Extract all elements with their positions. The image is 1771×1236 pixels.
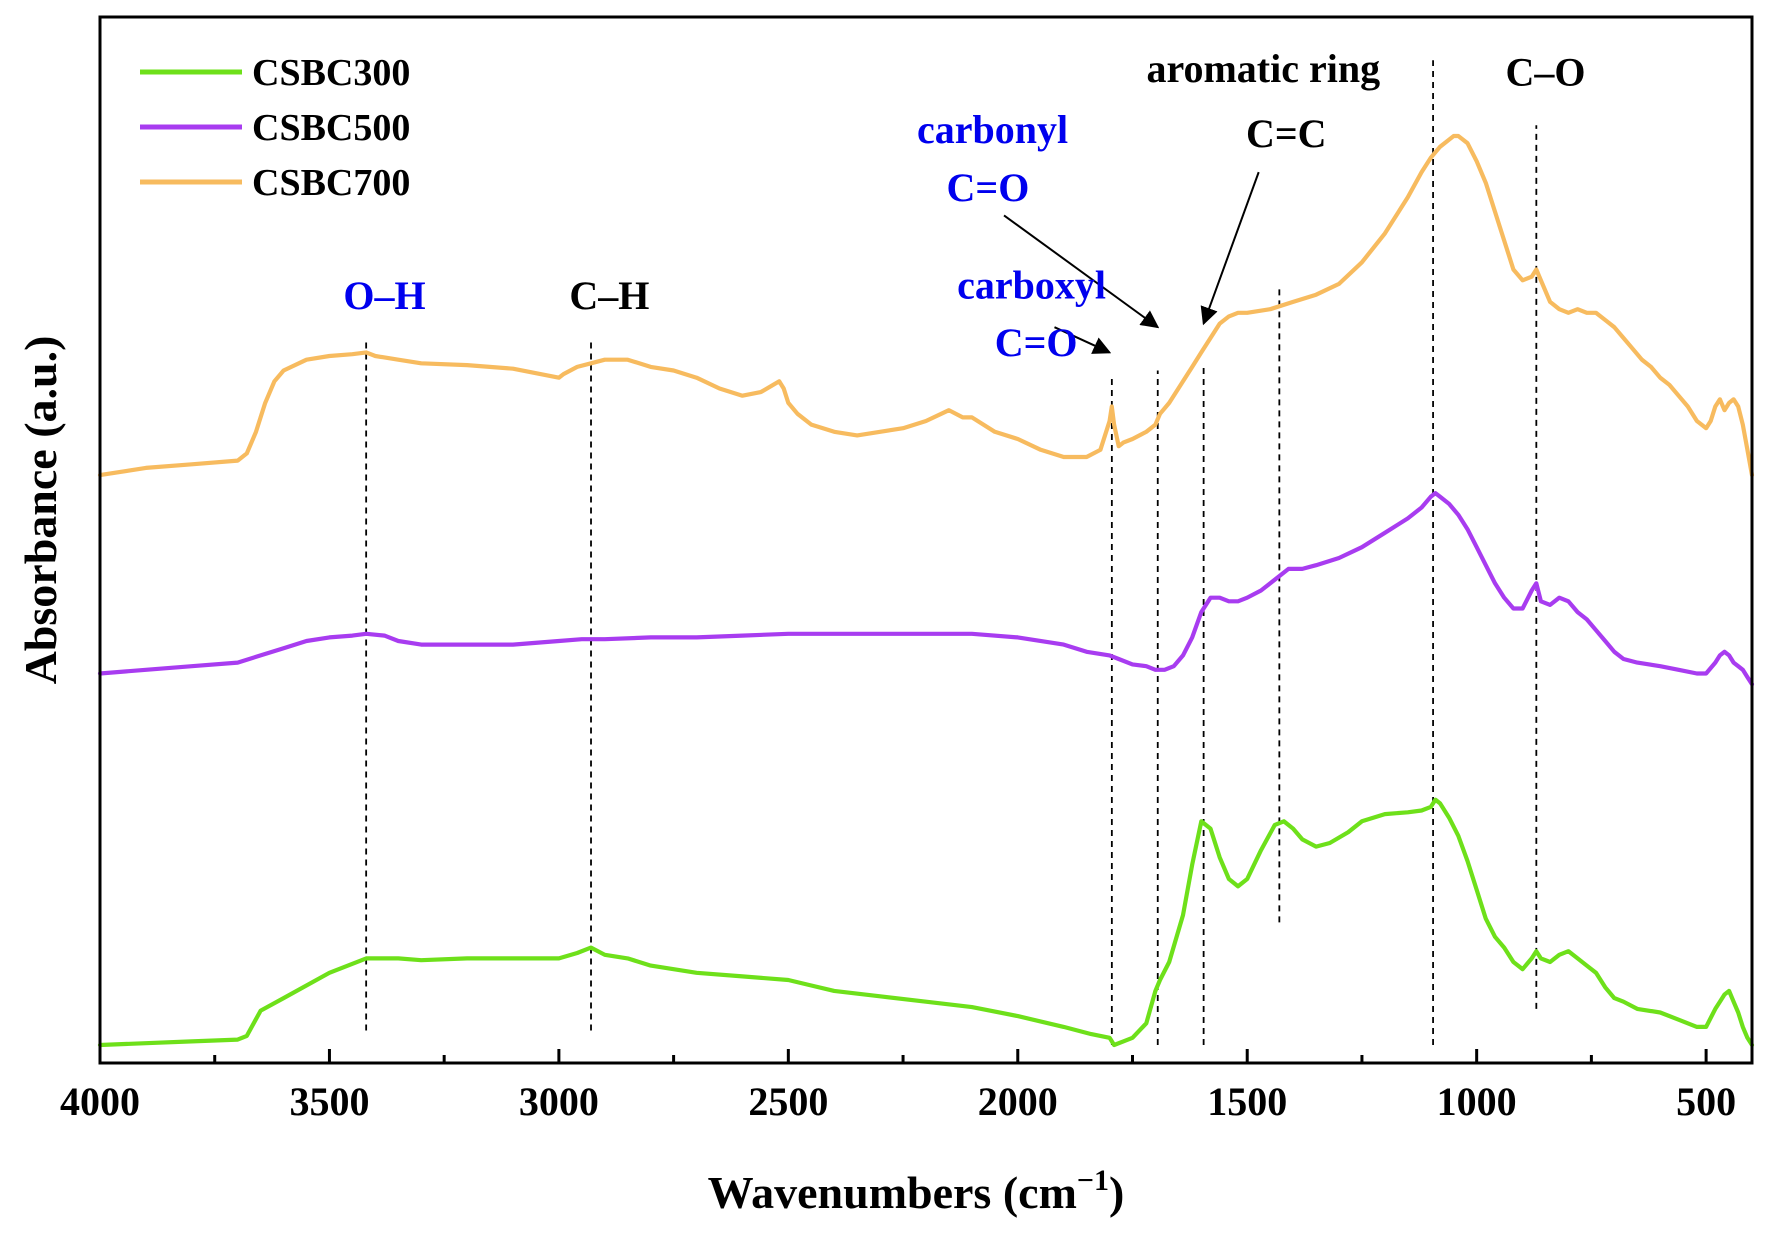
spectra xyxy=(97,133,1755,1048)
x-tick-label: 2000 xyxy=(978,1079,1058,1124)
legend-label: CSBC700 xyxy=(252,162,410,204)
annotation-label: C–O xyxy=(1506,50,1586,95)
x-tick-label: 3500 xyxy=(289,1079,369,1124)
x-axis-title-main: Wavenumbers (cm xyxy=(708,1167,1077,1218)
annotation-arrows xyxy=(1003,171,1260,354)
x-tick-label: 500 xyxy=(1676,1079,1736,1124)
legend-label: CSBC500 xyxy=(252,107,410,149)
series-line-csbc700 xyxy=(97,133,1755,478)
x-tick-label: 4000 xyxy=(60,1079,140,1124)
x-axis-title: Wavenumbers (cm−1) xyxy=(708,1164,1125,1218)
x-tick-label: 1000 xyxy=(1437,1079,1517,1124)
plot-frame xyxy=(98,15,1754,1065)
annotation-label: carboxyl xyxy=(957,262,1106,307)
legend: CSBC300 CSBC500 CSBC700 xyxy=(140,52,410,204)
annotation-label: O–H xyxy=(343,273,425,318)
annotation-label: C=O xyxy=(995,320,1078,365)
annotation-label: carbonyl xyxy=(917,107,1068,152)
annotation-label: C=O xyxy=(947,165,1030,210)
x-tick-label: 3000 xyxy=(519,1079,599,1124)
annotation-label: aromatic ring xyxy=(1146,46,1380,91)
legend-label: CSBC300 xyxy=(252,52,410,94)
annotations: O–H C–H carboxyl C=O carbonyl C=O aromatic rin… xyxy=(343,46,1585,365)
annotation-arrow xyxy=(1003,214,1160,329)
x-tick-label: 2500 xyxy=(748,1079,828,1124)
x-tick-label: 1500 xyxy=(1207,1079,1287,1124)
guide-lines xyxy=(365,60,1538,1045)
series-line-csbc500 xyxy=(97,491,1755,687)
axes: 4000 3500 3000 2500 2000 1500 1000 500 xyxy=(60,15,1754,1124)
y-axis-title: Absorbance (a.u.) xyxy=(15,336,66,685)
annotation-label: C–H xyxy=(569,273,649,318)
series-line-csbc300 xyxy=(97,797,1755,1048)
x-axis-title-end: ) xyxy=(1109,1167,1124,1218)
annotation-label: C=C xyxy=(1246,111,1327,156)
annotation-arrow xyxy=(1054,326,1112,354)
x-axis-title-sup: −1 xyxy=(1077,1164,1109,1197)
annotation-arrow xyxy=(1200,171,1260,326)
